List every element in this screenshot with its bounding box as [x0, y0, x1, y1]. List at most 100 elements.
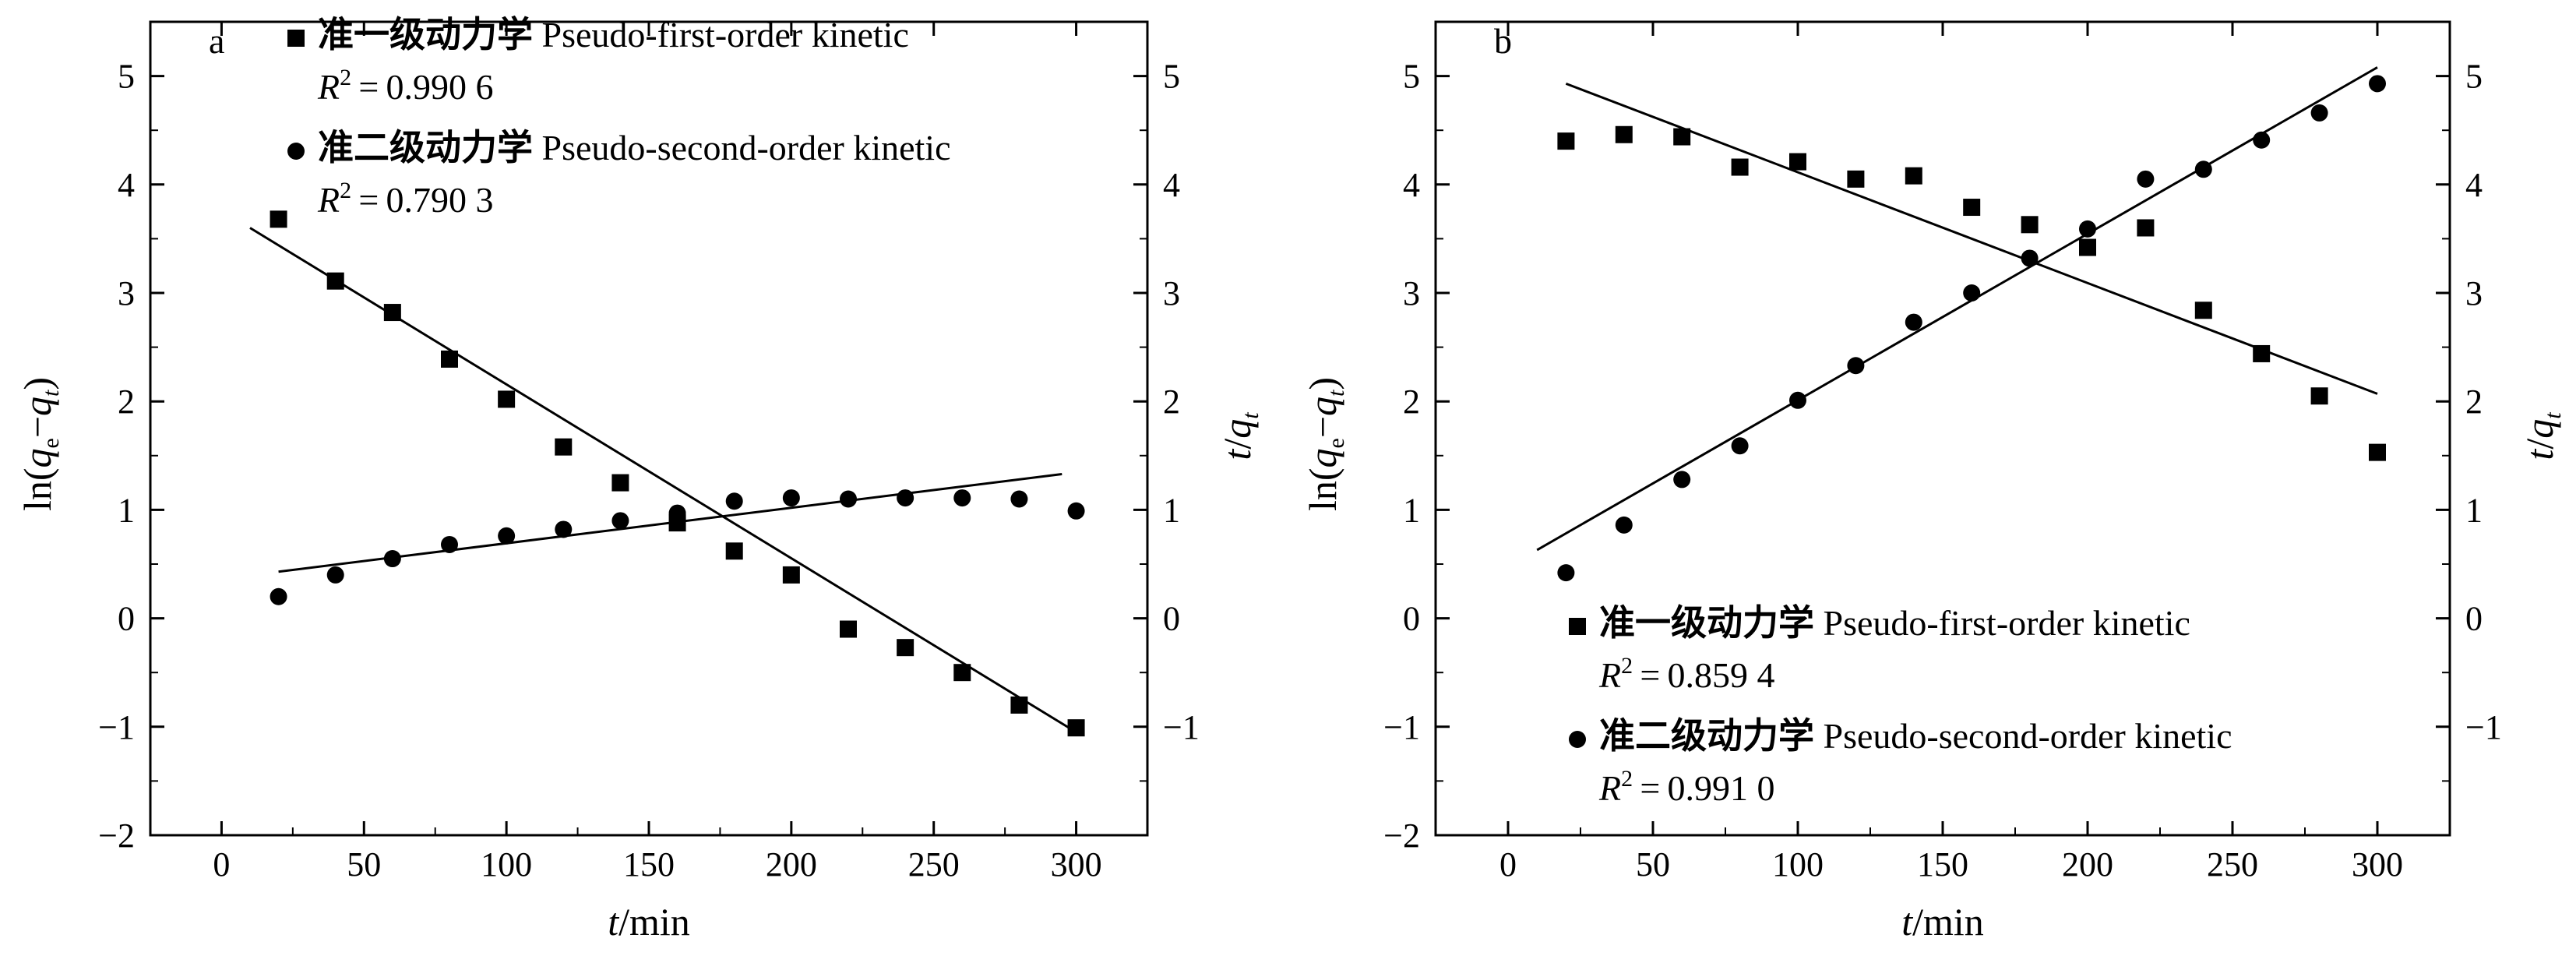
data-point-square	[1847, 170, 1865, 188]
data-point-square	[1673, 128, 1691, 146]
x-tick-label: 150	[1917, 845, 1968, 884]
data-point-circle	[782, 489, 800, 507]
y-left-tick-label: 5	[1403, 58, 1420, 96]
x-tick-label: 250	[2207, 845, 2258, 884]
ylabel-sub2: t	[1323, 390, 1349, 397]
r2-exponent: 2	[340, 65, 351, 90]
ylabel-right-slash: /	[2518, 439, 2561, 450]
r2-symbol: R	[317, 67, 340, 107]
data-point-square	[953, 664, 971, 682]
y-left-tick-label: 3	[1403, 274, 1420, 312]
x-tick-label: 0	[1499, 845, 1517, 884]
r2-symbol: R	[1598, 768, 1621, 808]
y-left-tick-label: −2	[1383, 817, 1420, 855]
data-point-circle	[2369, 75, 2386, 93]
r2-symbol: R	[317, 180, 340, 220]
y-right-tick-label: 4	[1163, 166, 1180, 204]
series-pseudo-second-order	[270, 472, 1085, 605]
data-point-circle	[1847, 357, 1865, 375]
ylabel-right-slash: /	[1215, 439, 1259, 450]
ylabel-sub1: e	[1323, 438, 1349, 448]
legend-marker-square	[1569, 618, 1586, 635]
data-point-circle	[1673, 471, 1691, 489]
x-tick-label: 250	[908, 845, 960, 884]
series-pseudo-first-order	[249, 210, 1085, 737]
data-point-square	[2194, 302, 2212, 319]
data-point-square	[2253, 344, 2271, 362]
y-left-tick-label: 0	[118, 600, 135, 638]
data-point-circle	[897, 489, 914, 507]
legend-label-cn: 准二级动力学	[1599, 714, 1814, 757]
data-point-square	[1789, 153, 1806, 171]
ylabel-right-sub2: t	[2540, 412, 2566, 419]
y-right-tick-label: 4	[2465, 166, 2483, 204]
x-axis-label: t/min	[608, 900, 690, 944]
data-point-circle	[1789, 391, 1806, 409]
data-point-circle	[2137, 170, 2155, 188]
ylabel-sub1: e	[38, 438, 64, 448]
data-point-square	[270, 210, 287, 228]
y-left-axis-label: ln(qe−qt)	[16, 377, 64, 511]
x-axis-label-var: t	[1901, 900, 1913, 944]
ylabel-right-var1: t	[2518, 449, 2561, 460]
data-point-circle	[270, 587, 287, 605]
x-tick-label: 300	[2352, 845, 2403, 884]
y-left-axis-label: ln(qe−qt)	[1301, 377, 1349, 511]
ylabel-prefix: ln(	[16, 467, 59, 511]
legend-label-cn: 准二级动力学	[318, 126, 533, 168]
legend-label: 准一级动力学 Pseudo-first-order kinetic	[1599, 601, 2190, 644]
y-left-tick-label: −1	[1383, 708, 1420, 746]
fit-line	[1565, 82, 2378, 395]
data-point-circle	[611, 512, 629, 530]
ylabel-sub2: t	[38, 390, 64, 397]
data-point-circle	[326, 566, 344, 584]
y-right-tick-label: 0	[1163, 600, 1180, 638]
data-point-square	[1067, 719, 1085, 737]
ylabel-var2: q	[1301, 397, 1344, 416]
series-pseudo-first-order	[1557, 82, 2386, 461]
ylabel-mid: −	[1301, 416, 1344, 438]
y-left-tick-label: 3	[118, 274, 135, 312]
data-point-circle	[1067, 502, 1085, 520]
data-point-square	[897, 639, 914, 657]
x-tick-label: 100	[481, 845, 532, 884]
legend-label-cn: 准一级动力学	[1599, 601, 1814, 644]
data-point-circle	[383, 550, 401, 568]
x-tick-label: 200	[2062, 845, 2113, 884]
x-tick-label: 150	[623, 845, 675, 884]
x-tick-label: 50	[347, 845, 381, 884]
y-right-tick-label: 2	[1163, 383, 1180, 421]
y-left-tick-label: 1	[118, 491, 135, 529]
ylabel-suffix: )	[1301, 377, 1344, 390]
legend-label-en: Pseudo-first-order kinetic	[533, 15, 909, 55]
data-point-circle	[2253, 131, 2271, 149]
legend-r2: R2 = 0.859 4	[1598, 653, 1774, 695]
data-point-circle	[1010, 490, 1028, 508]
data-point-circle	[668, 504, 686, 522]
x-axis-label-unit: /min	[618, 900, 690, 944]
y-right-tick-label: 3	[2465, 274, 2483, 312]
x-tick-label: 300	[1051, 845, 1102, 884]
panel-label: a	[209, 21, 224, 61]
legend-entry: 准一级动力学 Pseudo-first-order kinetic R2 = 0.…	[1569, 601, 2190, 695]
y-right-tick-label: 3	[1163, 274, 1180, 312]
data-point-square	[611, 474, 629, 492]
data-point-circle	[2194, 160, 2212, 178]
data-point-circle	[2021, 249, 2039, 267]
series-pseudo-second-order	[1536, 66, 2386, 582]
y-left-tick-label: 0	[1403, 600, 1420, 638]
legend-r2: R2 = 0.790 3	[317, 178, 493, 220]
data-point-square	[326, 272, 344, 290]
fit-line	[249, 227, 1077, 734]
data-point-square	[1557, 132, 1575, 150]
data-point-square	[1615, 125, 1633, 143]
legend-label-en: Pseudo-second-order kinetic	[1814, 716, 2232, 756]
legend-marker-circle	[1569, 731, 1586, 748]
legend-entry: 准二级动力学 Pseudo-second-order kinetic R2 = 0…	[1569, 714, 2232, 808]
ylabel-suffix: )	[16, 377, 59, 390]
y-right-tick-label: 5	[2465, 58, 2483, 96]
x-tick-label: 0	[213, 845, 230, 884]
y-right-tick-label: −1	[2465, 708, 2502, 746]
data-point-circle	[725, 492, 743, 510]
r2-symbol: R	[1598, 655, 1621, 695]
